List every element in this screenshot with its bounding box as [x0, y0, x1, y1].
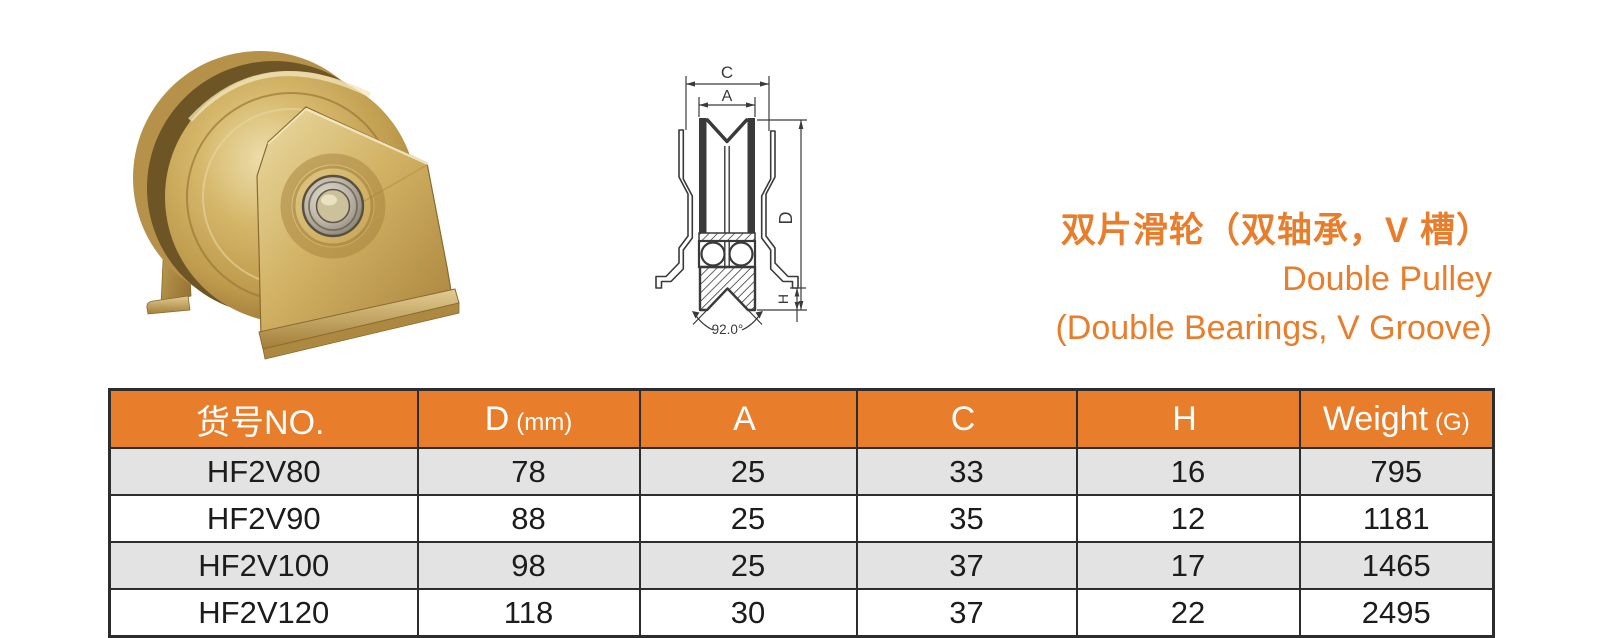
col-header-h: H: [1075, 388, 1301, 449]
table-cell: 30: [638, 588, 858, 638]
table-cell: 2495: [1298, 588, 1495, 638]
table-row: HF2V90 88 25 35 12 1181: [108, 494, 1495, 543]
dim-label-a: A: [722, 88, 733, 105]
spec-table: 货号NO. D (mm) A C H Weight (G) HF2V80 78 25…: [108, 388, 1495, 638]
bracket-plates-section: [655, 129, 799, 289]
table-cell: 37: [855, 588, 1078, 638]
spec-table-header-row: 货号NO. D (mm) A C H Weight (G): [108, 388, 1495, 449]
dim-label-c: C: [721, 63, 733, 82]
col-header-label: D: [484, 399, 510, 438]
table-cell: 25: [638, 541, 858, 590]
col-header-sub: (mm): [516, 408, 573, 436]
dimension-diagram: C A D H 92.0°: [655, 63, 807, 337]
table-row: HF2V100 98 25 37 17 1465: [108, 541, 1495, 590]
dimension-arrows: [686, 81, 804, 319]
col-header-label: C: [950, 399, 976, 438]
product-title-block: 双片滑轮（双轴承，V 槽） Double Pulley (Double Bear…: [1055, 206, 1492, 353]
col-header-label: A: [733, 399, 756, 438]
col-header-weight: Weight (G): [1298, 388, 1495, 449]
groove-angle-label: 92.0°: [712, 322, 744, 337]
table-cell: HF2V120: [108, 588, 419, 638]
table-cell: 78: [416, 447, 641, 496]
table-cell: 25: [638, 447, 858, 496]
bearing-ball-left: [700, 241, 726, 267]
table-cell: 795: [1298, 447, 1495, 496]
col-header-label: 货号NO.: [196, 403, 325, 442]
table-cell: 33: [855, 447, 1078, 496]
table-cell: 98: [416, 541, 641, 590]
table-row: HF2V80 78 25 33 16 795: [108, 447, 1495, 496]
col-header-part-no: 货号NO.: [108, 388, 419, 449]
front-foot: [258, 288, 460, 360]
col-header-label: Weight: [1322, 399, 1429, 438]
table-cell: 1465: [1298, 541, 1495, 590]
table-cell: 118: [416, 588, 641, 638]
table-cell: 88: [416, 494, 641, 543]
table-cell: 25: [638, 494, 858, 543]
hub-bearing: [280, 153, 386, 259]
product-title-en: Double Pulley: [1282, 260, 1492, 298]
table-cell: 37: [855, 541, 1078, 590]
col-header-c: C: [855, 388, 1078, 449]
table-cell: 1181: [1298, 494, 1495, 543]
dim-label-d: D: [776, 212, 796, 225]
table-cell: HF2V80: [108, 447, 419, 496]
col-header-d: D (mm): [416, 388, 641, 449]
col-header-sub: (G): [1435, 408, 1470, 436]
table-cell: HF2V100: [108, 541, 419, 590]
v-groove-block: [698, 265, 757, 312]
wheel-section: [699, 117, 755, 233]
col-header-label: H: [1172, 399, 1197, 438]
col-header-a: A: [638, 388, 858, 449]
table-cell: 35: [855, 494, 1078, 543]
product-photo: [133, 51, 460, 360]
table-cell: 16: [1075, 447, 1301, 496]
table-cell: 12: [1075, 494, 1301, 543]
table-cell: 17: [1075, 541, 1301, 590]
table-cell: 22: [1075, 588, 1301, 638]
table-cell: HF2V90: [108, 494, 419, 543]
product-title-zh: 双片滑轮（双轴承，V 槽）: [1060, 211, 1492, 250]
bearing-ball-right: [728, 241, 754, 267]
table-row: HF2V120 118 30 37 22 2495: [108, 588, 1495, 638]
dim-label-h: H: [775, 294, 791, 304]
bearing-section: [697, 232, 757, 312]
product-subtitle-en: (Double Bearings, V Groove): [1055, 309, 1492, 347]
